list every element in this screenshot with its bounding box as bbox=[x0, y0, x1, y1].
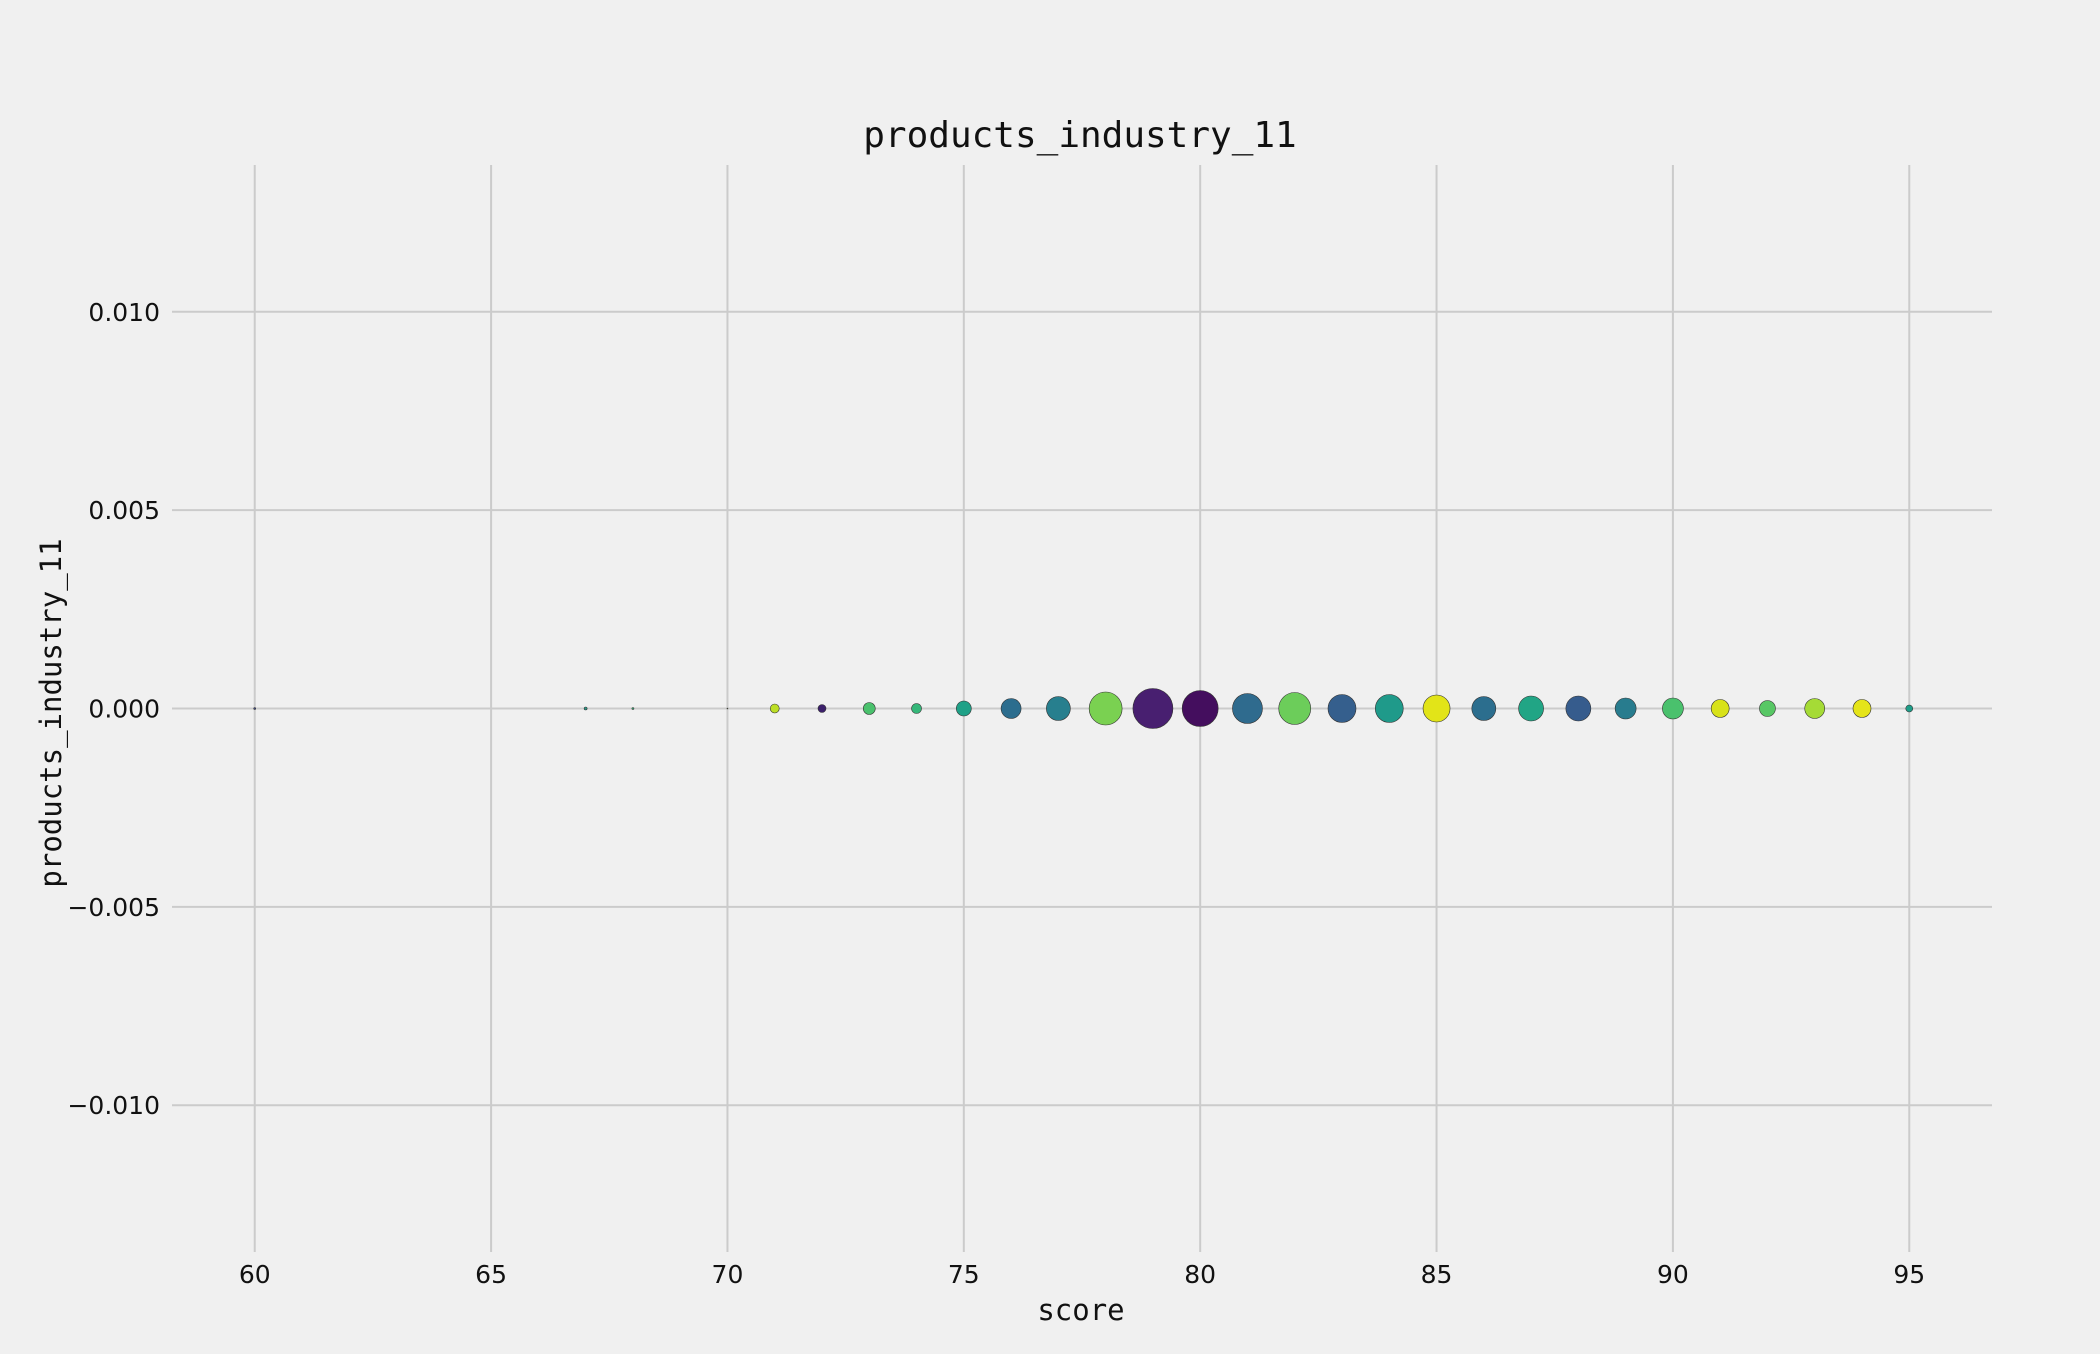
scatter-point bbox=[631, 707, 635, 710]
y-tick-label: 0.000 bbox=[88, 695, 160, 724]
scatter-point bbox=[911, 703, 922, 714]
scatter-point bbox=[1422, 694, 1451, 723]
x-axis-label: score bbox=[1037, 1293, 1124, 1327]
scatter-point bbox=[1662, 697, 1684, 720]
scatter-point bbox=[1000, 698, 1022, 719]
scatter-point bbox=[583, 706, 588, 711]
x-tick-label: 60 bbox=[239, 1260, 271, 1289]
scatter-point bbox=[862, 702, 876, 715]
scatter-point bbox=[956, 700, 972, 717]
scatter-point bbox=[1852, 699, 1872, 718]
scatter-point bbox=[1132, 688, 1174, 729]
scatter-point bbox=[1518, 695, 1544, 722]
scatter-point bbox=[1278, 692, 1312, 725]
x-tick-label: 70 bbox=[712, 1260, 744, 1289]
x-tick-label: 90 bbox=[1657, 1260, 1689, 1289]
scatter-point bbox=[1232, 693, 1263, 724]
scatter-point bbox=[1804, 698, 1826, 719]
x-tick-label: 95 bbox=[1893, 1260, 1925, 1289]
scatter-point bbox=[1759, 700, 1776, 717]
x-tick-label: 75 bbox=[948, 1260, 980, 1289]
scatter-point bbox=[1614, 697, 1637, 720]
scatter-point bbox=[1710, 699, 1730, 718]
scatter-point bbox=[253, 707, 257, 710]
chart-title: products_industry_11 bbox=[863, 115, 1296, 156]
y-tick-label: −0.005 bbox=[67, 893, 160, 922]
scatter-point bbox=[1088, 691, 1123, 726]
tick-labels: 60 65 70 75 80 85 90 95 0.010 0.005 0.000 −0.005 −0.… bbox=[67, 298, 1925, 1289]
y-axis-label: products_industry_11 bbox=[34, 538, 69, 887]
x-tick-label: 85 bbox=[1421, 1260, 1453, 1289]
x-tick-label: 80 bbox=[1184, 1260, 1216, 1289]
data-points bbox=[253, 688, 1914, 729]
scatter-point bbox=[769, 703, 780, 714]
scatter-point bbox=[817, 704, 827, 713]
scatter-point bbox=[1374, 694, 1404, 723]
x-tick-label: 65 bbox=[475, 1260, 507, 1289]
scatter-point bbox=[726, 707, 729, 710]
scatter-point bbox=[1046, 696, 1071, 721]
y-tick-label: 0.010 bbox=[88, 298, 160, 327]
y-tick-label: −0.010 bbox=[67, 1091, 160, 1120]
scatter-point bbox=[1905, 704, 1914, 713]
scatter-point bbox=[1181, 690, 1219, 727]
scatter-point bbox=[1471, 696, 1497, 721]
scatter-point bbox=[1565, 695, 1592, 722]
scatter-point bbox=[1327, 694, 1357, 723]
y-tick-label: 0.005 bbox=[88, 496, 160, 525]
